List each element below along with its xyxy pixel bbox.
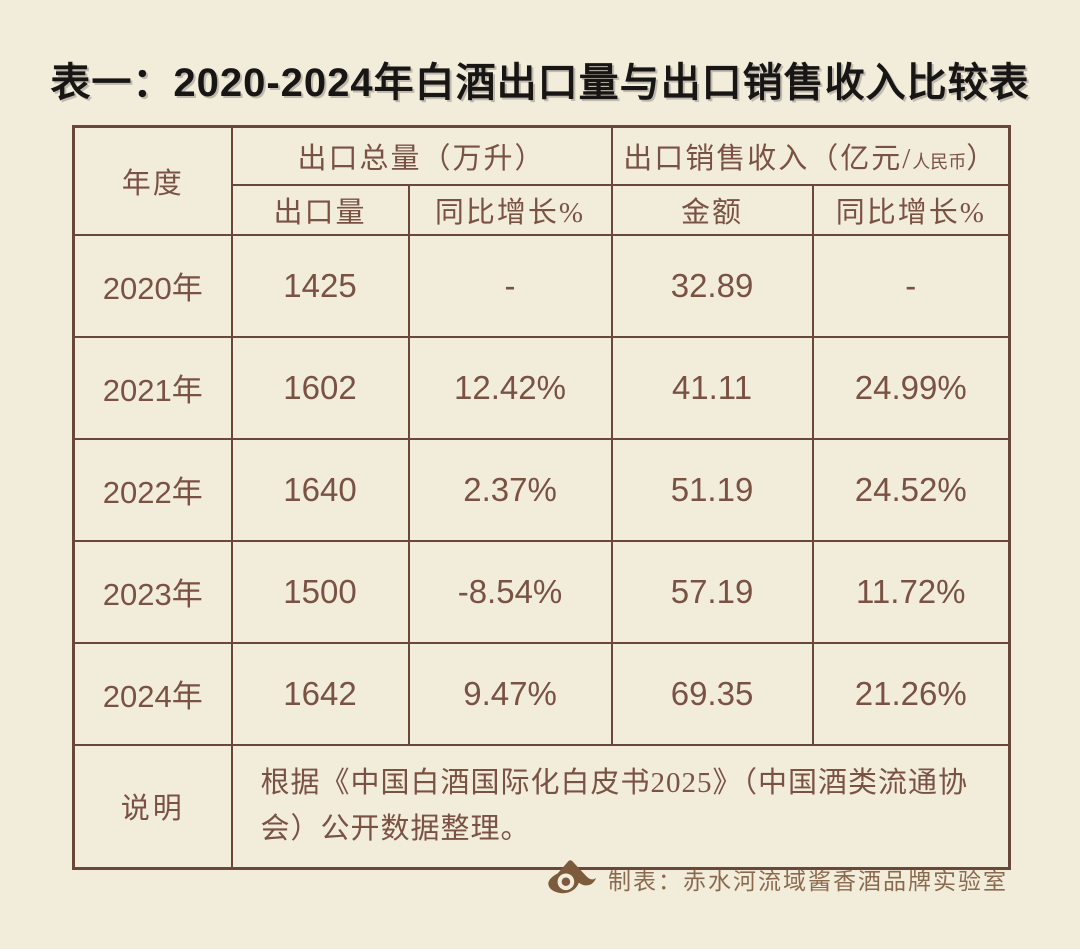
year-cell: 2022年 xyxy=(72,437,233,542)
volume-cell: 1640 xyxy=(230,437,410,542)
volume-cell: 1642 xyxy=(230,641,410,746)
amount-growth-cell: 21.26% xyxy=(811,641,1011,746)
year-cell: 2023年 xyxy=(72,539,233,644)
volume-growth-cell: 12.42% xyxy=(407,335,613,440)
amount-cell: 69.35 xyxy=(610,641,814,746)
amount-growth-cell: 24.52% xyxy=(811,437,1011,542)
amount-growth-cell: 11.72% xyxy=(811,539,1011,644)
amount-cell: 41.11 xyxy=(610,335,814,440)
volume-cell: 1500 xyxy=(230,539,410,644)
header-group-revenue-close: ） xyxy=(966,142,998,175)
footer: 制表：赤水河流域酱香酒品牌实验室 xyxy=(72,858,1008,900)
amount-cell: 57.19 xyxy=(610,539,814,644)
header-group-volume: 出口总量（万升） xyxy=(230,125,613,186)
volume-growth-cell: -8.54% xyxy=(407,539,613,644)
table-header-row-groups: 年度 出口总量（万升） 出口销售收入（亿元/人民币） xyxy=(72,125,1011,236)
header-col-volume-growth: 同比增长% xyxy=(407,183,613,236)
volume-growth-cell: 9.47% xyxy=(407,641,613,746)
year-cell: 2021年 xyxy=(72,335,233,440)
table-note-row: 说明 根据《中国白酒国际化白皮书2025》（中国酒类流通协会）公开数据整理。 xyxy=(72,743,1011,870)
year-cell: 2024年 xyxy=(72,641,233,746)
table-row-2022: 2022年 1640 2.37% 51.19 24.52% xyxy=(72,437,1011,542)
note-label: 说明 xyxy=(72,743,233,870)
volume-growth-cell: - xyxy=(407,233,613,338)
note-text: 根据《中国白酒国际化白皮书2025》（中国酒类流通协会）公开数据整理。 xyxy=(230,743,1011,870)
credit-text: 制表：赤水河流域酱香酒品牌实验室 xyxy=(608,869,1008,894)
volume-cell: 1425 xyxy=(230,233,410,338)
volume-growth-cell: 2.37% xyxy=(407,437,613,542)
page-title: 表一：2020-2024年白酒出口量与出口销售收入比较表 xyxy=(50,61,1030,105)
header-col-amount-growth: 同比增长% xyxy=(811,183,1011,236)
amount-cell: 51.19 xyxy=(610,437,814,542)
year-cell: 2020年 xyxy=(72,233,233,338)
header-year: 年度 xyxy=(72,125,233,236)
table-row-2024: 2024年 1642 9.47% 69.35 21.26% xyxy=(72,641,1011,746)
mountain-wave-logo-icon xyxy=(548,860,596,894)
volume-cell: 1602 xyxy=(230,335,410,440)
header-group-revenue: 出口销售收入（亿元/人民币） xyxy=(610,125,1011,186)
header-col-amount: 金额 xyxy=(610,183,814,236)
header-col-volume: 出口量 xyxy=(230,183,410,236)
amount-growth-cell: 24.99% xyxy=(811,335,1011,440)
header-group-revenue-main: 出口销售收入（亿元/ xyxy=(623,142,913,175)
table-header-row-columns: 出口量 同比增长% 金额 同比增长% xyxy=(74,183,1011,236)
table-row-2021: 2021年 1602 12.42% 41.11 24.99% xyxy=(72,335,1011,440)
table-row-2023: 2023年 1500 -8.54% 57.19 11.72% xyxy=(72,539,1011,644)
amount-cell: 32.89 xyxy=(610,233,814,338)
amount-growth-cell: - xyxy=(811,233,1011,338)
header-group-revenue-currency: 人民币 xyxy=(912,151,967,172)
table-row-2020: 2020年 1425 - 32.89 - xyxy=(72,233,1011,338)
export-comparison-table: 年度 出口总量（万升） 出口销售收入（亿元/人民币） 出口量 同比增长% 金额 … xyxy=(72,125,1012,871)
